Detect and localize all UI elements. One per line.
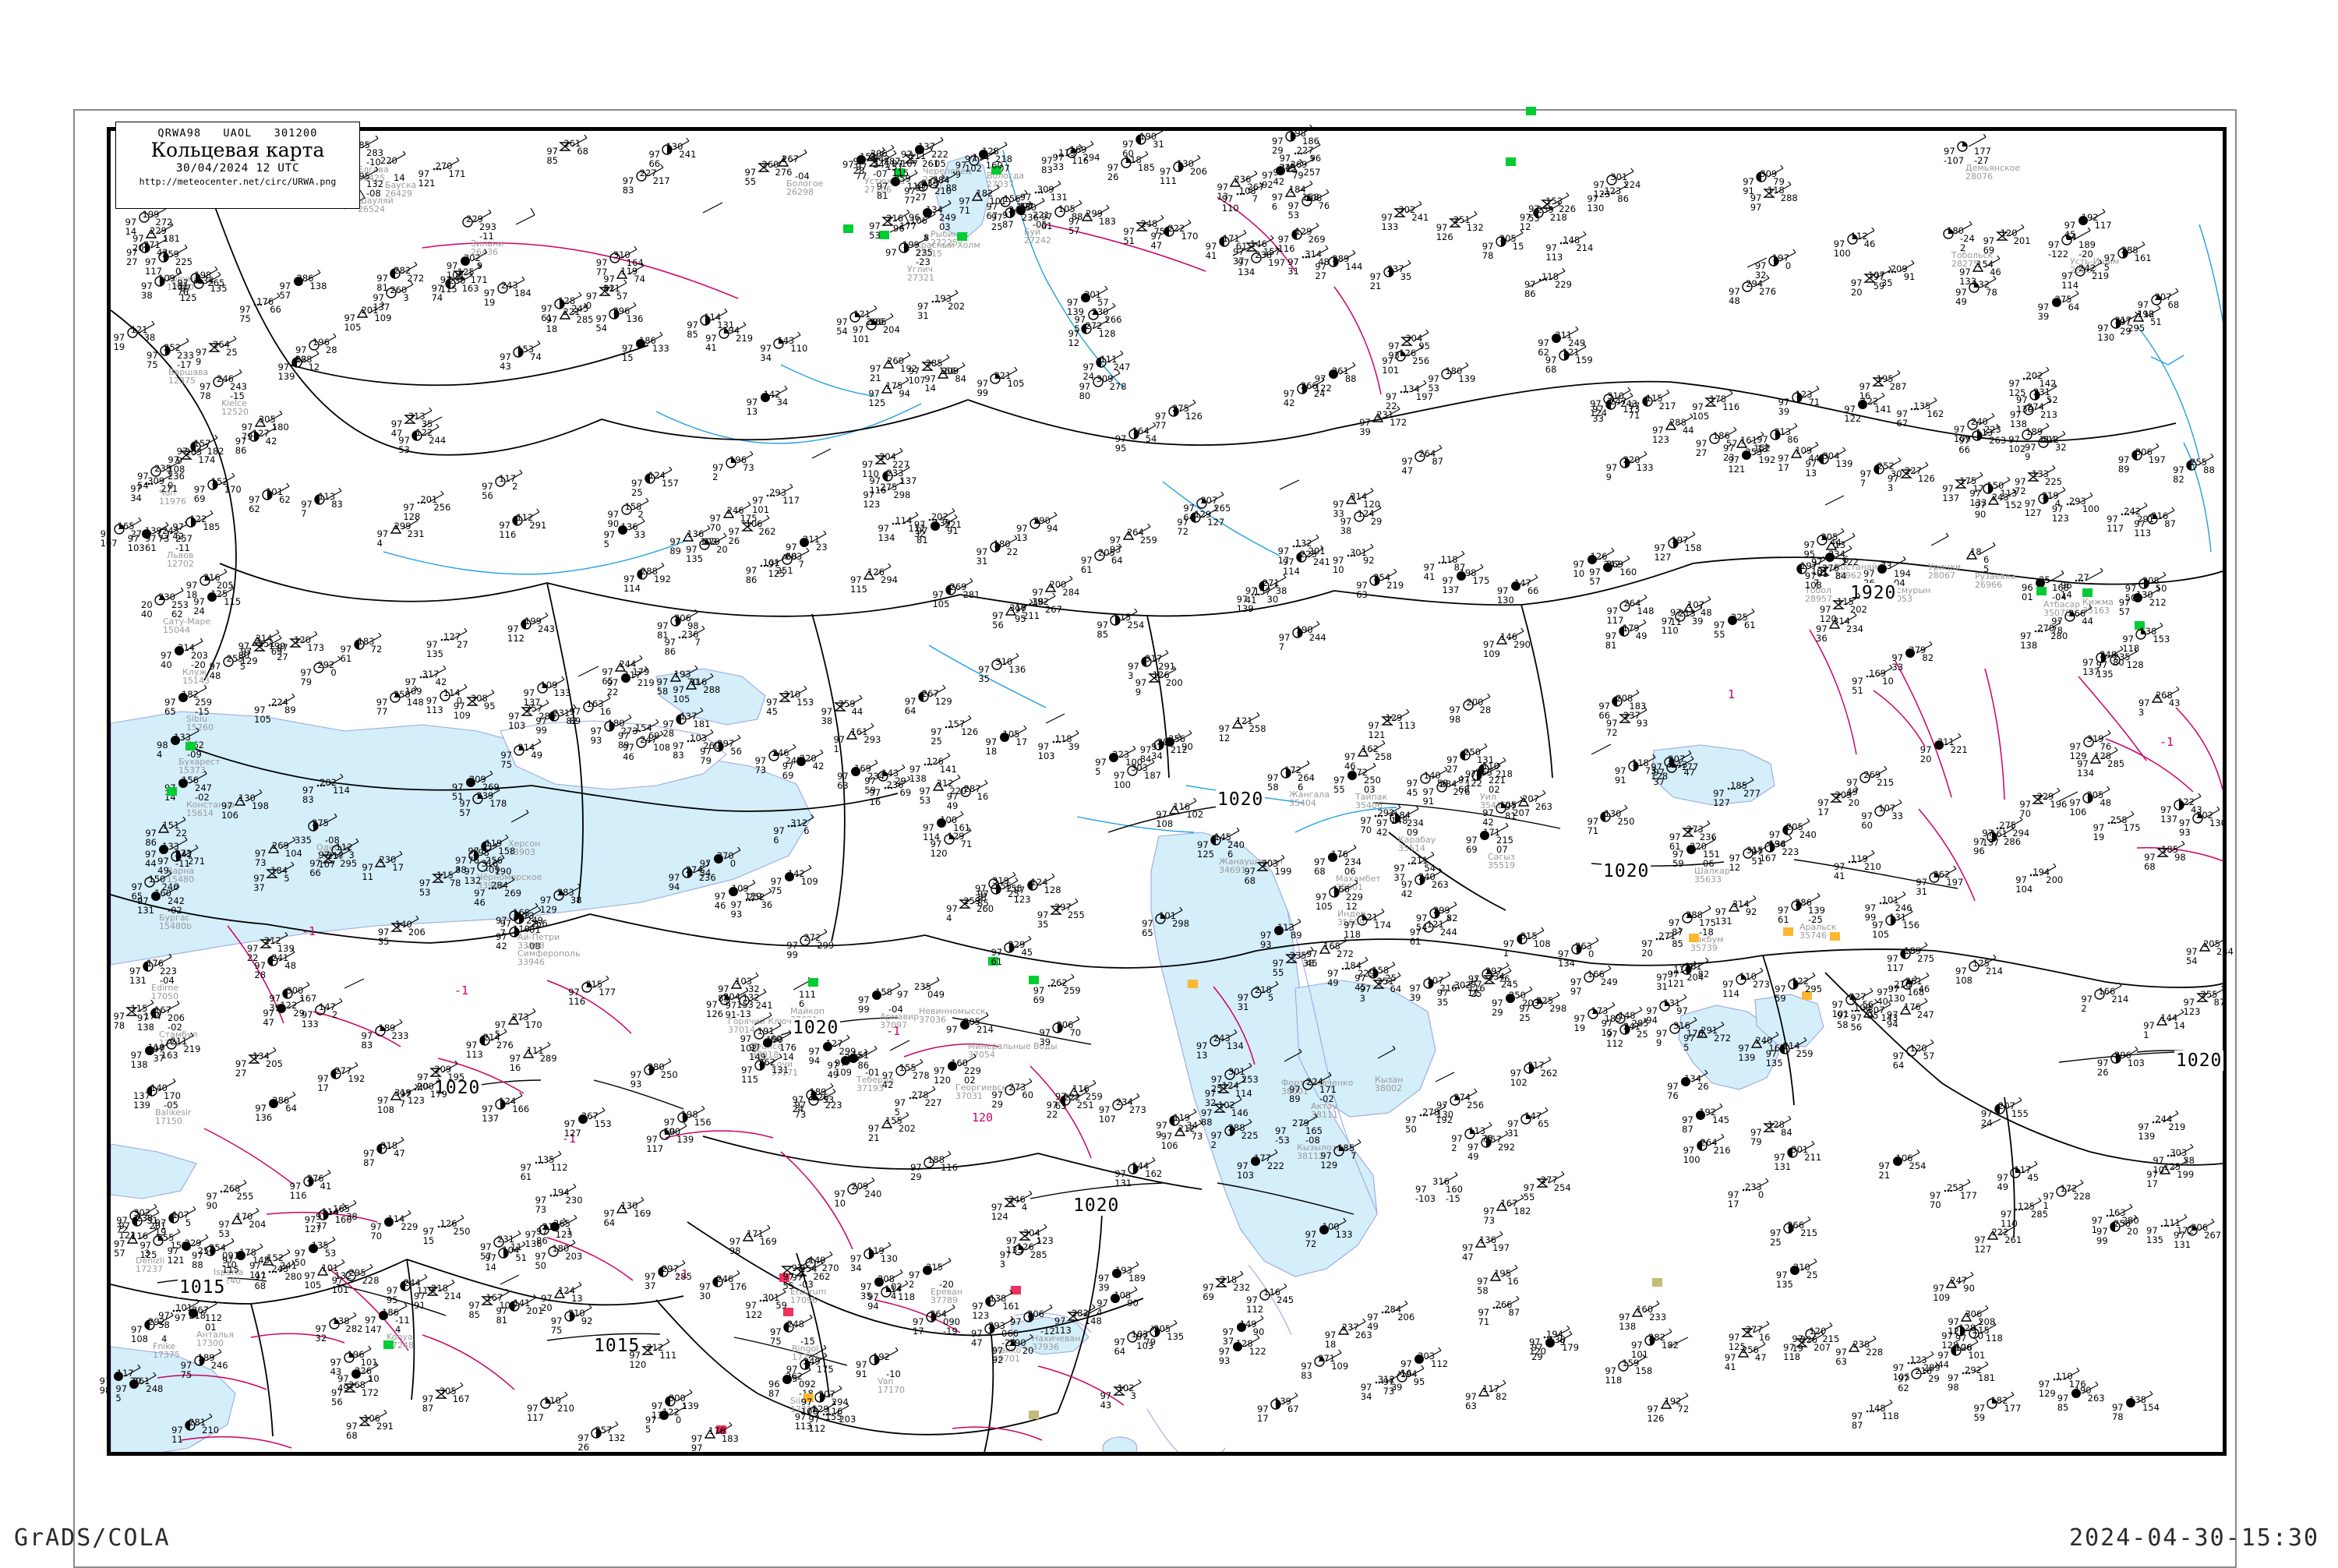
lake-van <box>1011 1317 1089 1354</box>
aegean-sea <box>111 1347 235 1452</box>
map-panel <box>107 127 2227 1456</box>
marmara-sea <box>111 1144 196 1199</box>
lake-balkhash <box>1652 745 1775 805</box>
rybinsk-reservoir <box>937 156 990 240</box>
water-bodies <box>111 156 1824 1452</box>
lake-small-2 <box>1103 1437 1137 1452</box>
map-canvas <box>111 131 2223 1452</box>
sea-of-azov <box>656 669 765 725</box>
